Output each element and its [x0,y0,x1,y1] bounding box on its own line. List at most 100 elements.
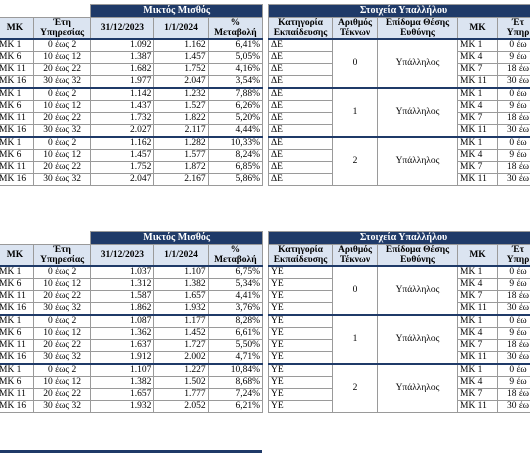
cell-education[interactable]: ΥΕ [268,327,333,340]
cell-mk[interactable]: ΜΚ 1 [0,363,34,377]
cell-percent-change[interactable]: 6,26% [207,100,264,113]
cell-mk-2[interactable]: ΜΚ 7 [457,290,498,303]
cell-years[interactable]: 10 έως 12 [32,327,92,340]
cell-education[interactable]: ΥΕ [268,265,333,279]
cell-mk-2[interactable]: ΜΚ 7 [457,161,498,174]
staff-title[interactable]: Στοιχεία Υπαλλήλου [267,231,530,245]
cell-mk[interactable]: ΜΚ 11 [0,63,34,76]
cell-years-2[interactable]: 18 έω [496,339,530,352]
cell-salary-2024[interactable]: 1.752 [153,63,209,76]
cell-salary-2024[interactable]: 1.457 [153,51,209,64]
cell-education[interactable]: ΥΕ [268,314,333,328]
cell-years[interactable]: 30 έως 32 [32,124,92,138]
header-date-2[interactable]: 1/1/2024 [153,17,209,40]
cell-mk[interactable]: ΜΚ 16 [0,173,34,186]
cell-salary-2023[interactable]: 1.142 [90,87,155,101]
cell-salary-2024[interactable]: 1.727 [153,339,209,352]
blank-header-cell[interactable] [0,5,91,18]
cell-children[interactable]: 0 [332,265,378,316]
cell-children[interactable]: 0 [332,38,378,89]
cell-years[interactable]: 30 έως 32 [32,173,92,186]
cell-years[interactable]: 0 έως 2 [32,38,92,52]
cell-education[interactable]: ΥΕ [268,388,333,401]
cell-percent-change[interactable]: 6,75% [207,265,264,279]
cell-percent-change[interactable]: 8,28% [207,314,264,328]
cell-years-2[interactable]: 9 έω [496,327,530,340]
cell-years-2[interactable]: 30 έω [496,351,530,365]
cell-education[interactable]: ΔΕ [268,38,333,52]
cell-salary-2024[interactable]: 2.117 [153,124,209,138]
cell-percent-change[interactable]: 10,84% [207,363,264,377]
cell-salary-2023[interactable]: 1.382 [90,376,155,389]
cell-education[interactable]: ΔΕ [268,63,333,76]
cell-mk-2[interactable]: ΜΚ 4 [457,51,498,64]
cell-mk-2[interactable]: ΜΚ 4 [457,149,498,162]
cell-children[interactable]: 2 [332,363,378,413]
cell-salary-2024[interactable]: 1.162 [153,38,209,52]
cell-salary-2023[interactable]: 1.932 [90,400,155,413]
header-mk[interactable]: ΜΚ [0,17,34,40]
cell-education[interactable]: ΥΕ [268,400,333,413]
cell-education[interactable]: ΔΕ [268,100,333,113]
cell-percent-change[interactable]: 5,86% [207,173,264,186]
cell-salary-2023[interactable]: 1.162 [90,136,155,150]
cell-mk[interactable]: ΜΚ 11 [0,339,34,352]
cell-salary-2023[interactable]: 1.912 [90,351,155,365]
cell-education[interactable]: ΥΕ [268,363,333,377]
cell-years[interactable]: 20 έως 22 [32,112,92,125]
cell-percent-change[interactable]: 4,44% [207,124,264,138]
cell-mk-2[interactable]: ΜΚ 4 [457,376,498,389]
cell-years-2[interactable]: 0 έω [496,38,530,52]
header-percent-change[interactable]: % Μεταβολή [207,17,264,40]
cell-mk-2[interactable]: ΜΚ 1 [457,314,498,328]
cell-years[interactable]: 10 έως 12 [32,100,92,113]
cell-years-2[interactable]: 0 έω [496,314,530,328]
cell-mk[interactable]: ΜΚ 16 [0,75,34,89]
cell-salary-2024[interactable]: 1.282 [153,136,209,150]
cell-salary-2023[interactable]: 1.362 [90,327,155,340]
cell-years[interactable]: 10 έως 12 [32,376,92,389]
cell-mk-2[interactable]: ΜΚ 11 [457,173,498,186]
cell-mk-2[interactable]: ΜΚ 7 [457,63,498,76]
cell-mk[interactable]: ΜΚ 1 [0,314,34,328]
header-years-2[interactable]: Έτ Υπηρ [496,17,530,40]
cell-salary-2024[interactable]: 1.502 [153,376,209,389]
cell-years[interactable]: 0 έως 2 [32,363,92,377]
cell-salary-2023[interactable]: 1.637 [90,339,155,352]
header-date-1[interactable]: 31/12/2023 [90,17,155,40]
cell-mk-2[interactable]: ΜΚ 7 [457,339,498,352]
header-date-1[interactable]: 31/12/2023 [90,244,155,267]
cell-salary-2024[interactable]: 2.167 [153,173,209,186]
cell-education[interactable]: ΥΕ [268,278,333,291]
cell-salary-2024[interactable]: 2.047 [153,75,209,89]
cell-years[interactable]: 20 έως 22 [32,339,92,352]
header-mk-2[interactable]: ΜΚ [457,244,498,267]
cell-salary-2023[interactable]: 1.732 [90,112,155,125]
cell-education[interactable]: ΔΕ [268,173,333,186]
cell-percent-change[interactable]: 3,76% [207,302,264,316]
cell-salary-2024[interactable]: 1.657 [153,290,209,303]
cell-years-2[interactable]: 18 έω [496,290,530,303]
cell-percent-change[interactable]: 7,88% [207,87,264,101]
cell-years[interactable]: 20 έως 22 [32,290,92,303]
cell-mk-2[interactable]: ΜΚ 1 [457,265,498,279]
cell-children[interactable]: 2 [332,136,378,186]
cell-years-2[interactable]: 30 έω [496,400,530,413]
header-years-2[interactable]: Έτ Υπηρ [496,244,530,267]
cell-education[interactable]: ΥΕ [268,376,333,389]
cell-salary-2023[interactable]: 1.387 [90,51,155,64]
cell-mk-2[interactable]: ΜΚ 4 [457,327,498,340]
cell-children[interactable]: 1 [332,87,378,138]
cell-years-2[interactable]: 30 έω [496,75,530,89]
cell-years[interactable]: 10 έως 12 [32,149,92,162]
cell-years[interactable]: 20 έως 22 [32,388,92,401]
cell-education[interactable]: ΔΕ [268,161,333,174]
cell-salary-2024[interactable]: 1.227 [153,363,209,377]
cell-years-2[interactable]: 18 έω [496,161,530,174]
cell-salary-2023[interactable]: 1.752 [90,161,155,174]
cell-allowance[interactable]: Υπάλληλος [377,38,458,89]
cell-percent-change[interactable]: 4,71% [207,351,264,365]
header-education[interactable]: Κατηγορία Εκπαίδευσης [268,244,333,267]
cell-allowance[interactable]: Υπάλληλος [377,314,458,365]
cell-mk[interactable]: ΜΚ 6 [0,327,34,340]
